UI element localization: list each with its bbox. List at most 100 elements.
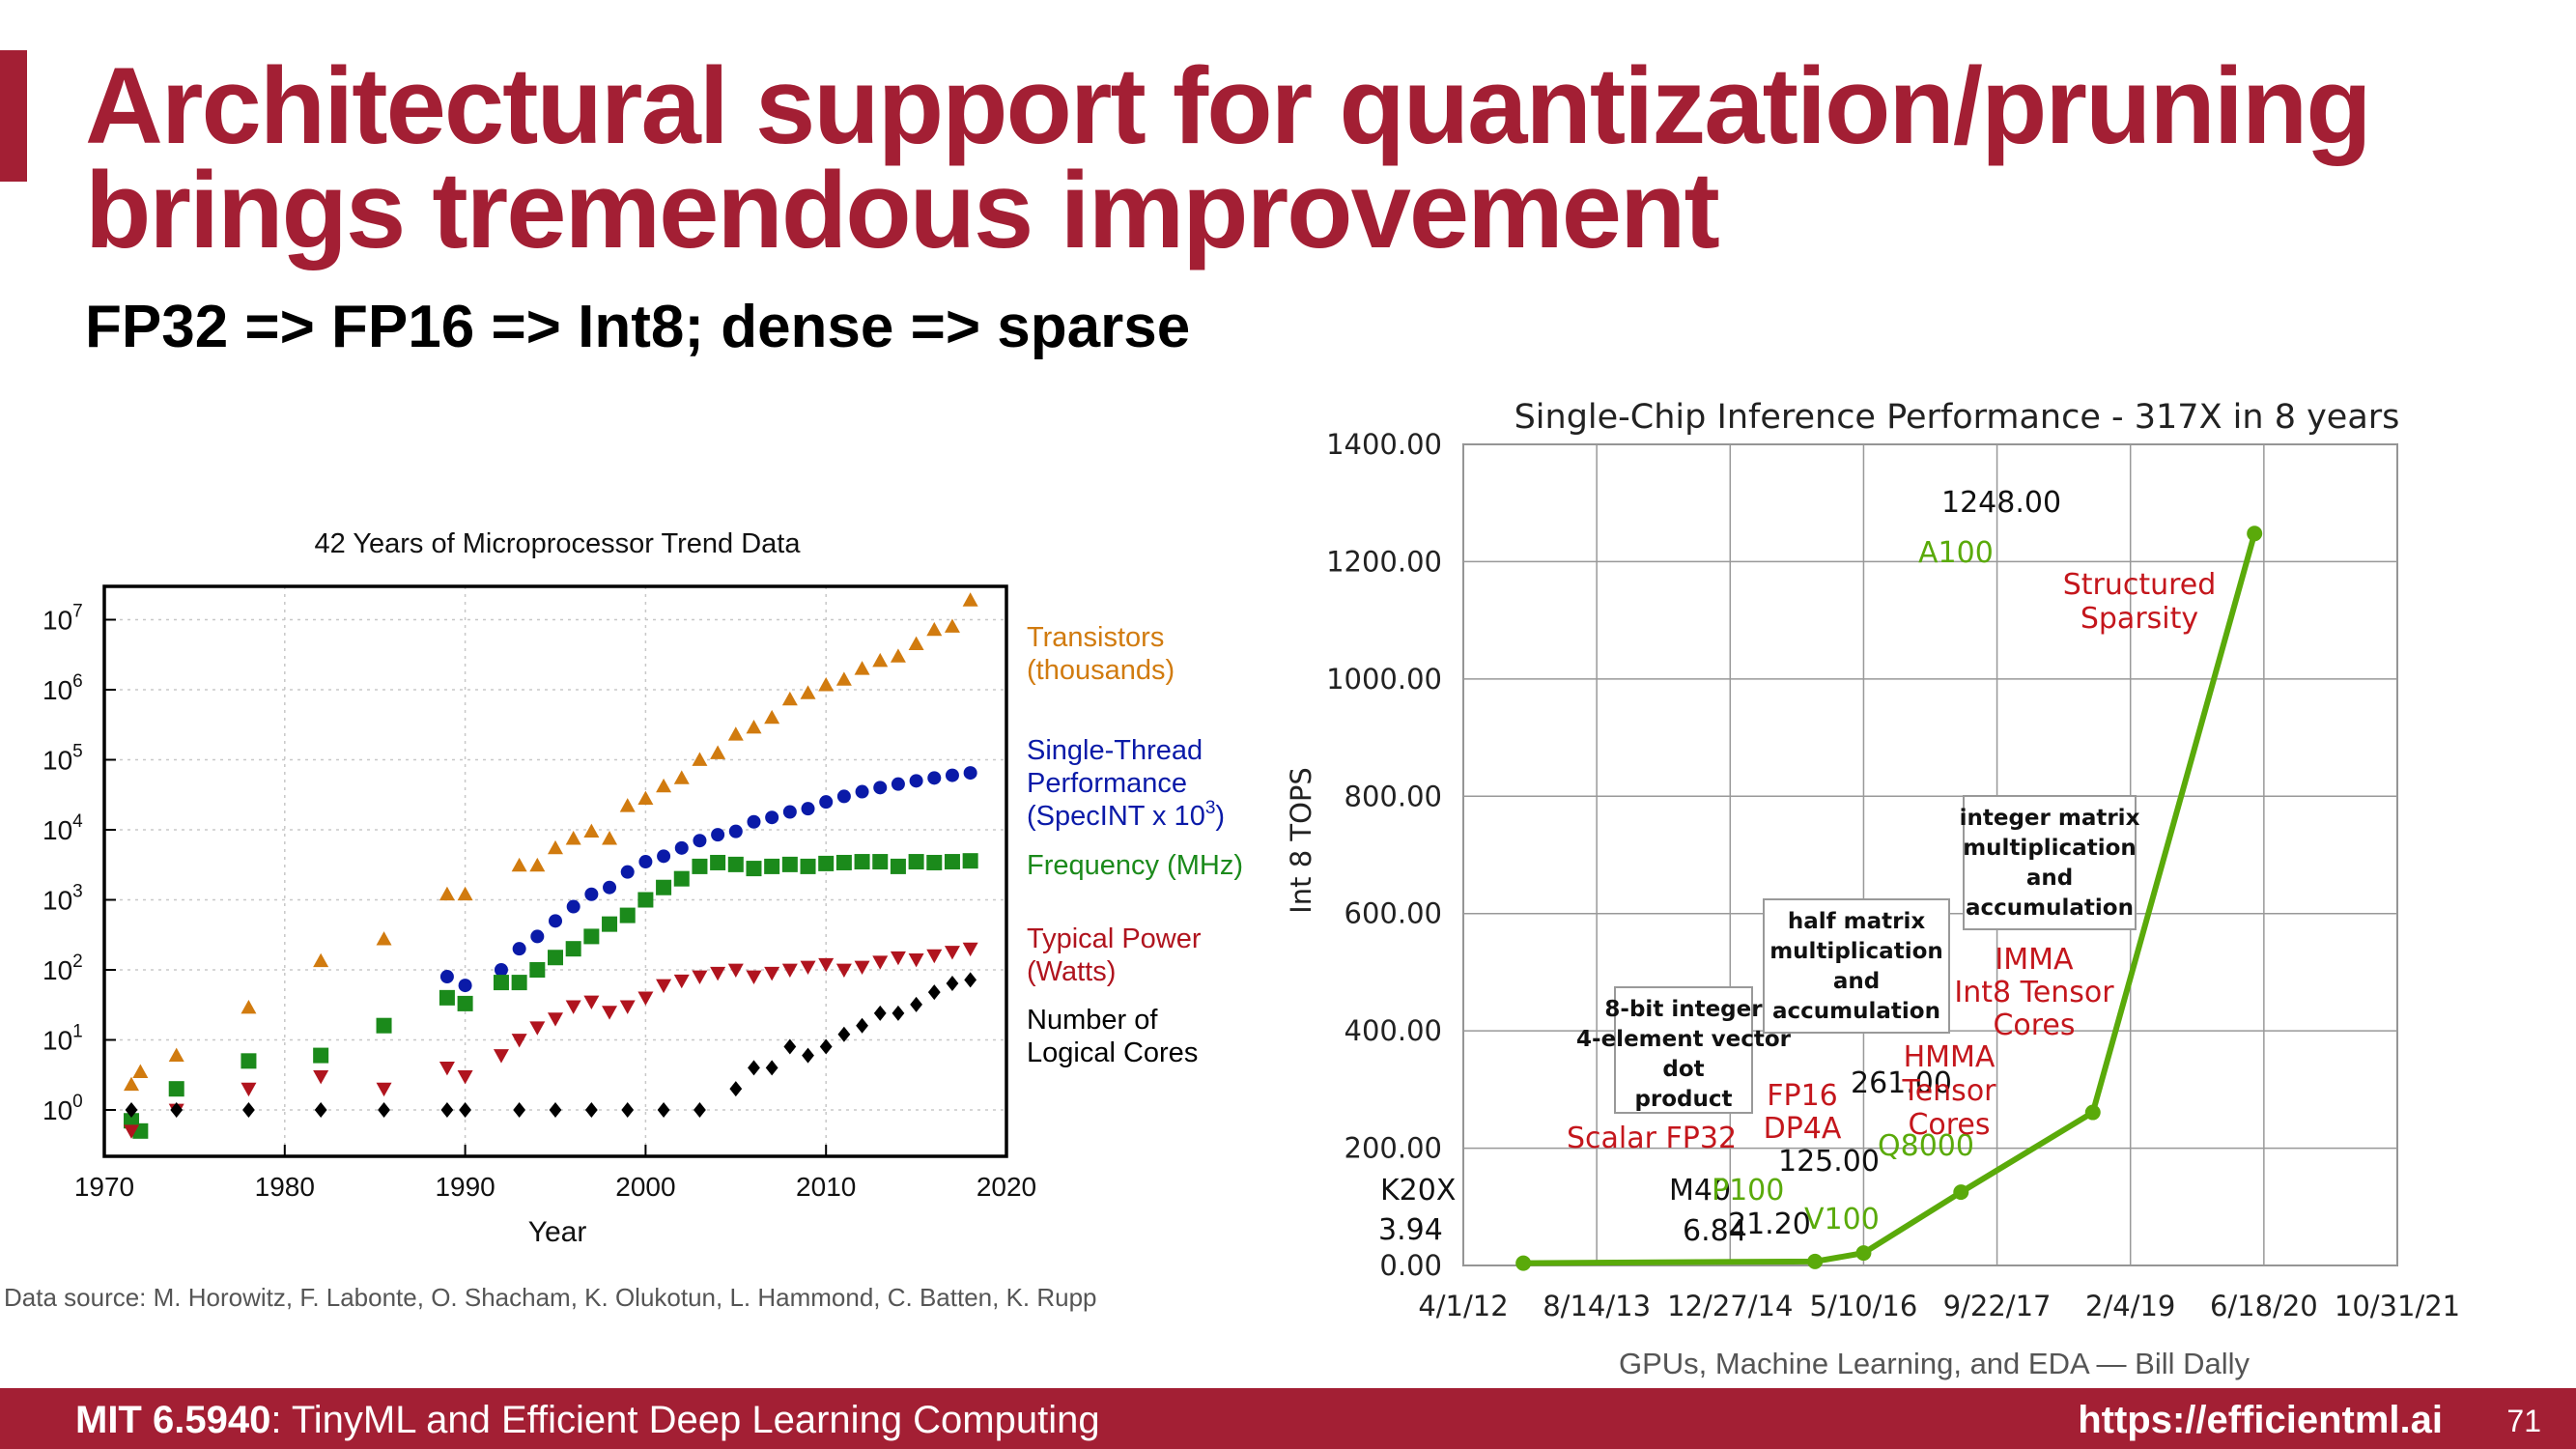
trend-point-transistors	[727, 726, 744, 741]
trend-point-transistors	[637, 790, 654, 805]
trend-point-perf	[747, 814, 761, 829]
trend-point-cores	[242, 1102, 255, 1118]
trend-point-transistors	[908, 636, 924, 651]
trend-point-power	[818, 957, 835, 973]
trend-point-power	[800, 960, 816, 975]
trend-point-power	[962, 942, 978, 957]
trend-point-freq	[529, 962, 546, 978]
trend-legend-text: Number of	[1027, 1005, 1158, 1036]
trend-legend-text: (SpecINT x 10	[1027, 801, 1205, 832]
trend-legend-entry: Frequency (MHz)	[1027, 850, 1243, 881]
gpu-feature-label: DP4A	[1764, 1112, 1842, 1146]
trend-point-power	[583, 995, 600, 1010]
gpu-feature-label: Int8 Tensor	[1954, 976, 2114, 1009]
gpu-series-line	[1523, 532, 2258, 1266]
trend-point-perf	[927, 771, 942, 785]
trend-point-transistors	[673, 770, 690, 784]
trend-point-freq	[168, 1081, 184, 1097]
trend-point-power	[926, 949, 943, 964]
chart-credit: GPUs, Machine Learning, and EDA — Bill D…	[1619, 1347, 2250, 1380]
trend-point-cores	[946, 976, 959, 992]
trend-point-transistors	[854, 661, 870, 675]
slide-subtitle: FP32 => FP16 => Int8; dense => sparse	[85, 294, 1191, 360]
footer-bar: MIT 6.5940: TinyML and Efficient Deep Le…	[0, 1388, 2576, 1449]
trend-point-freq	[602, 916, 618, 932]
trend-point-freq	[872, 854, 889, 870]
trend-point-transistors	[818, 677, 835, 692]
trend-point-freq	[781, 856, 798, 872]
trend-y-tick-exponent: 2	[72, 952, 83, 972]
slide-title: Architectural support for quantization/p…	[85, 52, 2538, 265]
gpu-y-tick-label: 400.00	[1345, 1014, 1442, 1047]
trend-point-transistors	[944, 618, 960, 633]
trend-point-transistors	[619, 798, 636, 812]
trend-point-perf	[638, 855, 653, 869]
gpu-feature-label: HMMA	[1904, 1040, 1996, 1074]
trend-point-freq	[962, 853, 978, 869]
trend-point-freq	[890, 858, 906, 874]
trend-point-cores	[927, 984, 941, 1001]
trend-point-freq	[710, 854, 726, 870]
trend-point-freq	[637, 892, 654, 908]
gpu-value-label-a100: 1248.00	[1941, 486, 2061, 520]
trend-point-freq	[673, 870, 690, 887]
trend-legend-text: Single-Thread	[1027, 735, 1203, 766]
gpu-y-tick-label: 1200.00	[1326, 545, 1442, 578]
gpu-x-tick-label: 6/18/20	[2210, 1290, 2318, 1322]
trend-y-tick-exponent: 4	[72, 811, 83, 832]
trend-legend-text: (Watts)	[1027, 956, 1116, 987]
trend-point-transistors	[746, 719, 762, 734]
trend-point-freq	[746, 861, 762, 877]
trend-point-power	[872, 955, 889, 970]
gpu-chip-label-p100: P100	[1712, 1174, 1784, 1208]
gpu-x-tick-label: 8/14/13	[1543, 1290, 1651, 1322]
trend-y-tick-label: 106	[42, 671, 83, 705]
trend-point-power	[656, 979, 672, 994]
trend-point-freq	[376, 1017, 392, 1034]
trend-point-cores	[910, 996, 922, 1012]
trend-y-tick-label: 107	[42, 602, 83, 636]
trend-point-cores	[856, 1017, 868, 1034]
trend-point-cores	[621, 1102, 635, 1118]
trend-point-perf	[836, 789, 851, 804]
trend-point-transistors	[124, 1076, 140, 1092]
trend-point-cores	[170, 1102, 184, 1118]
trend-point-freq	[656, 879, 672, 895]
trend-y-tick-exponent: 7	[72, 602, 83, 622]
gpu-chip-label-v100: V100	[1804, 1203, 1880, 1236]
trend-legend-text: Typical Power	[1027, 923, 1202, 954]
gpu-annotation-text: accumulation	[1966, 895, 2134, 921]
trend-point-perf	[603, 880, 617, 895]
trend-point-freq	[854, 854, 870, 870]
trend-point-cores	[765, 1060, 778, 1076]
gpu-y-tick-label: 600.00	[1345, 897, 1442, 930]
trend-legend-text: Performance	[1027, 768, 1187, 799]
trend-point-transistors	[439, 886, 455, 901]
trend-point-freq	[583, 928, 600, 945]
trend-point-freq	[241, 1053, 257, 1069]
trend-point-cores	[459, 1102, 471, 1118]
trend-point-power	[764, 966, 780, 981]
gpu-x-tick-label: 10/31/21	[2335, 1290, 2460, 1322]
trend-legend-entry: Number of	[1027, 1005, 1158, 1036]
trend-point-transistors	[656, 778, 672, 793]
trend-point-cores	[964, 972, 977, 988]
gpu-y-tick-labels: 0.00 200.00 400.00 600.00 800.00 1000.00 1200.…	[1326, 428, 1442, 1282]
trend-point-power	[890, 951, 906, 966]
footer-url[interactable]: https://efficientml.ai	[2078, 1399, 2443, 1441]
gpu-annotation-box	[1614, 986, 1753, 1114]
trend-point-perf	[530, 929, 545, 944]
trend-point-transistors	[457, 886, 473, 901]
trend-point-power	[511, 1034, 527, 1048]
trend-point-power	[124, 1124, 140, 1139]
trend-point-cores	[873, 1005, 887, 1021]
trend-point-transistors	[313, 952, 329, 968]
trend-point-power	[565, 1000, 581, 1014]
trend-point-cores	[513, 1102, 526, 1118]
trend-point-power	[619, 1000, 636, 1014]
gpu-feature-label: Cores	[1993, 1009, 2075, 1042]
trend-point-power	[908, 953, 924, 968]
trend-point-freq	[908, 854, 924, 870]
trend-y-tick-label: 104	[42, 811, 83, 845]
gpu-y-tick-label: 1000.00	[1326, 663, 1442, 696]
